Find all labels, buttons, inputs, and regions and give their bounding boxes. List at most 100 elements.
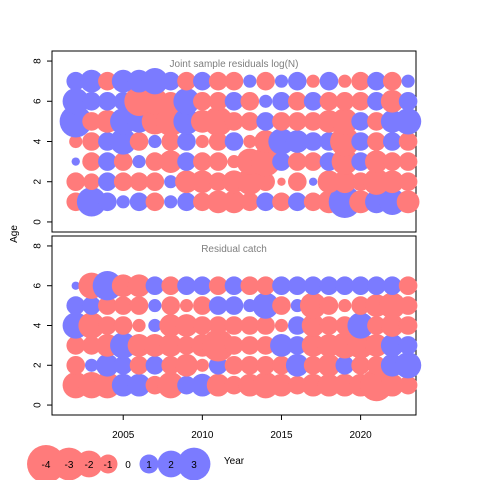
residual-bubble (288, 172, 307, 192)
residual-bubble (256, 336, 275, 355)
residual-bubble (113, 172, 133, 192)
residual-bubble (382, 276, 402, 296)
residual-bubble (159, 150, 183, 174)
residual-bubble (62, 88, 89, 115)
residual-bubble (379, 292, 406, 319)
residual-bubble (145, 192, 165, 212)
residual-bubble (301, 314, 325, 337)
residual-bubble (175, 353, 198, 377)
residual-bubble (394, 108, 422, 135)
residual-bubble (301, 373, 325, 397)
residual-bubble (193, 192, 212, 212)
residual-bubble (145, 152, 165, 171)
residual-bubble (177, 276, 196, 296)
residual-bubble (206, 190, 230, 214)
panel-title: Joint sample residuals log(N) (170, 59, 299, 70)
legend-label: 0 (125, 460, 131, 471)
residual-bubble (98, 296, 117, 315)
residual-bubble (380, 373, 404, 397)
x-tick-label: 2005 (112, 430, 135, 441)
residual-bubble (175, 314, 198, 337)
residual-bubble (367, 355, 386, 375)
residual-bubble (240, 192, 260, 212)
residual-bubble (396, 190, 420, 214)
residual-bubble (398, 91, 418, 111)
residual-bubble (351, 71, 370, 91)
residual-bubble (240, 112, 260, 131)
residual-bubble (394, 352, 422, 379)
residual-bubble (222, 190, 246, 214)
residual-bubble (59, 105, 92, 138)
residual-bubble (288, 71, 307, 91)
residual-bubble (398, 276, 418, 296)
residual-bubble (288, 152, 307, 171)
residual-bubble (82, 336, 101, 355)
residual-bubble (129, 296, 149, 315)
residual-bubble (288, 91, 307, 111)
residual-bubble (382, 71, 402, 91)
x-tick-label: 2015 (270, 430, 293, 441)
residual-bubble (256, 112, 275, 131)
residual-bubble (224, 316, 244, 335)
y-tick-label: 2 (33, 179, 44, 185)
legend: -4 -3 -2 -1 0 1 2 3 (27, 445, 211, 480)
residual-bubble (240, 91, 260, 111)
residual-bubble (317, 373, 341, 397)
residual-bubble (277, 177, 286, 186)
residual-bubble (335, 276, 355, 296)
residual-bubble (66, 336, 86, 355)
residual-bubble (66, 355, 86, 375)
residual-bubble (272, 355, 291, 375)
residual-bubble (193, 276, 212, 296)
residual-bubble (195, 358, 209, 372)
residual-bubble (240, 276, 260, 296)
residual-bubble (224, 375, 244, 395)
residual-bubble (303, 192, 323, 212)
residual-bubble (351, 91, 370, 111)
legend-label: -3 (65, 460, 74, 471)
y-tick-label: 4 (33, 322, 44, 328)
residual-bubble (274, 318, 289, 333)
residual-bubble (367, 91, 386, 111)
residual-bubble (98, 316, 117, 335)
residual-bubble (161, 71, 180, 91)
residual-bubble (82, 152, 101, 171)
residual-bubble (351, 152, 370, 171)
residual-bubble (319, 71, 339, 91)
residual-bubble (398, 132, 418, 151)
residual-bubble (159, 333, 183, 357)
residual-bubble (301, 333, 325, 357)
residual-bubble (303, 152, 323, 171)
residual-bubble (351, 132, 370, 151)
residual-bubble (177, 132, 196, 151)
residual-bubble (113, 316, 133, 335)
residual-bubble (177, 336, 196, 355)
residual-bubble (270, 333, 293, 357)
residual-bubble (202, 329, 235, 362)
residual-bubble (333, 170, 357, 194)
residual-bubble (256, 355, 275, 375)
residual-bubble (367, 132, 386, 151)
residual-bubble (256, 276, 275, 296)
residual-bubble (303, 276, 323, 296)
residual-bubble (193, 316, 212, 335)
y-tick-label: 4 (33, 138, 44, 144)
y-tick-label: 0 (33, 402, 44, 408)
residual-bubble (365, 150, 388, 174)
residual-bubble (173, 88, 200, 115)
residual-bubble (208, 152, 228, 171)
residual-bubble (338, 74, 352, 88)
residual-bubble (76, 187, 107, 217)
residual-bubble (303, 132, 323, 151)
residual-bubble (351, 355, 370, 375)
residual-bubble (401, 74, 415, 88)
residual-bubble (208, 91, 228, 111)
legend-label: -1 (104, 460, 113, 471)
residual-bubble (190, 373, 214, 397)
residual-bubble (288, 276, 307, 296)
residual-bubble (243, 134, 257, 149)
residual-bubble (272, 152, 291, 171)
residual-bubble (98, 91, 117, 111)
residual-bubble (190, 170, 214, 194)
